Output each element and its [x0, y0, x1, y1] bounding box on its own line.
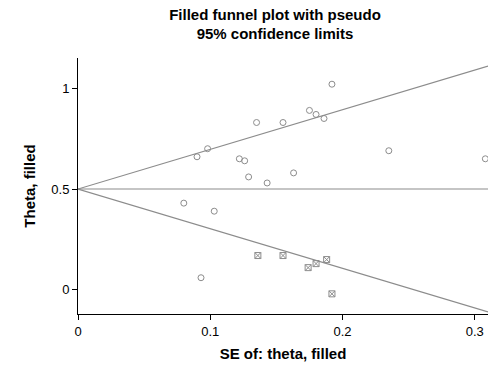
- svg-text:SE of: theta, filled: SE of: theta, filled: [220, 345, 347, 362]
- svg-text:Theta, filled: Theta, filled: [21, 144, 38, 227]
- svg-text:0.2: 0.2: [333, 324, 351, 339]
- svg-text:0.5: 0.5: [51, 182, 69, 197]
- svg-text:0: 0: [74, 324, 81, 339]
- svg-text:1: 1: [62, 81, 69, 96]
- svg-text:Filled funnel plot with pseudo: Filled funnel plot with pseudo95% confid…: [169, 6, 381, 43]
- svg-text:0.1: 0.1: [201, 324, 219, 339]
- svg-text:0.3: 0.3: [466, 324, 484, 339]
- svg-text:0: 0: [62, 282, 69, 297]
